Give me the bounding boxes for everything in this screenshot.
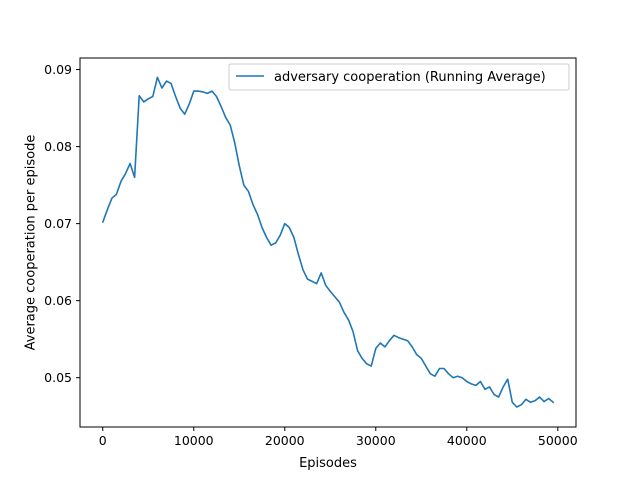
y-tick-label: 0.07 bbox=[44, 216, 72, 231]
x-tick-label: 0 bbox=[99, 433, 107, 448]
y-tick-label: 0.05 bbox=[44, 370, 72, 385]
x-axis-ticks: 0 10000 20000 30000 40000 50000 bbox=[99, 427, 578, 448]
legend-entry: adversary cooperation (Running Average) bbox=[274, 70, 546, 85]
x-tick-label: 40000 bbox=[447, 433, 487, 448]
x-tick-label: 30000 bbox=[356, 433, 396, 448]
y-tick-label: 0.08 bbox=[44, 139, 72, 154]
y-axis-ticks: 0.05 0.06 0.07 0.08 0.09 bbox=[44, 62, 80, 385]
x-axis-label: Episodes bbox=[299, 456, 357, 471]
y-tick-label: 0.09 bbox=[44, 62, 72, 77]
x-tick-label: 20000 bbox=[265, 433, 305, 448]
plot-frame bbox=[79, 57, 577, 428]
y-axis-label: Average cooperation per episode bbox=[24, 135, 39, 351]
legend: adversary cooperation (Running Average) bbox=[228, 63, 570, 91]
series-layer bbox=[102, 76, 555, 408]
legend-box bbox=[228, 63, 570, 91]
y-tick-label: 0.06 bbox=[44, 293, 72, 308]
x-tick-label: 10000 bbox=[174, 433, 214, 448]
plot-area bbox=[80, 58, 576, 427]
series-line bbox=[102, 76, 555, 408]
x-tick-label: 50000 bbox=[538, 433, 578, 448]
